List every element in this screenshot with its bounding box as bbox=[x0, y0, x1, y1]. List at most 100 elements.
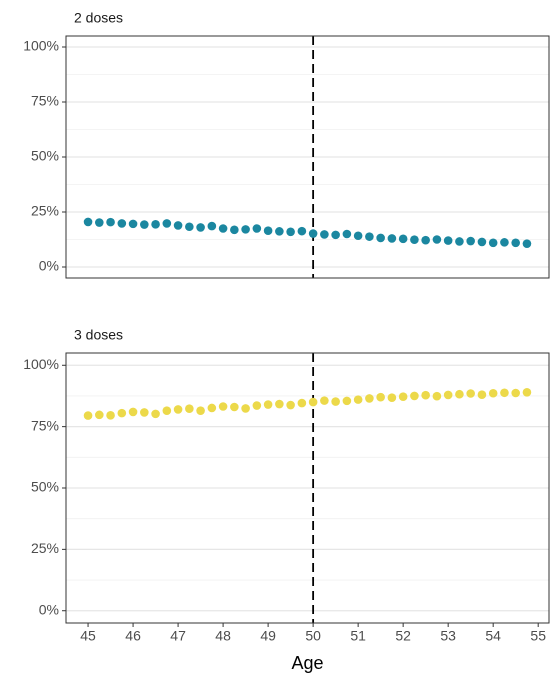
point bbox=[95, 218, 104, 227]
point bbox=[511, 388, 520, 398]
point bbox=[162, 219, 172, 228]
point bbox=[173, 405, 183, 414]
point bbox=[421, 390, 430, 400]
point bbox=[410, 235, 419, 245]
point bbox=[207, 403, 217, 413]
point bbox=[263, 400, 273, 409]
point bbox=[522, 387, 532, 397]
point bbox=[196, 406, 205, 415]
point bbox=[275, 399, 284, 409]
point bbox=[410, 391, 419, 401]
point bbox=[365, 232, 374, 241]
point bbox=[128, 219, 138, 229]
point bbox=[432, 391, 442, 401]
point bbox=[151, 220, 160, 229]
y-tick-label: 0% bbox=[39, 258, 59, 274]
x-tick-label: 46 bbox=[125, 628, 141, 644]
point bbox=[432, 235, 442, 244]
point bbox=[308, 229, 318, 238]
point bbox=[466, 389, 475, 398]
point bbox=[117, 408, 127, 418]
point bbox=[455, 389, 464, 399]
point bbox=[207, 221, 217, 231]
point bbox=[185, 404, 194, 414]
point bbox=[286, 400, 295, 410]
panel-border bbox=[65, 35, 550, 279]
point bbox=[185, 222, 194, 232]
point bbox=[218, 402, 228, 411]
point bbox=[320, 396, 329, 405]
point bbox=[196, 223, 205, 232]
point bbox=[500, 388, 509, 398]
point bbox=[230, 225, 239, 235]
point bbox=[353, 395, 363, 404]
point bbox=[376, 392, 385, 402]
point bbox=[376, 233, 385, 243]
point bbox=[398, 392, 408, 401]
point bbox=[252, 401, 262, 410]
point bbox=[421, 235, 430, 245]
point bbox=[263, 226, 273, 235]
point bbox=[83, 217, 93, 227]
point bbox=[398, 234, 408, 244]
point bbox=[365, 394, 374, 403]
point bbox=[252, 224, 262, 233]
y-tick-label: 100% bbox=[23, 38, 59, 54]
point bbox=[297, 226, 307, 236]
point bbox=[83, 411, 93, 420]
point bbox=[241, 225, 250, 234]
y-tick-label: 100% bbox=[23, 356, 59, 372]
point bbox=[320, 230, 329, 239]
point bbox=[241, 404, 250, 413]
panel-border bbox=[65, 352, 550, 624]
point bbox=[162, 406, 172, 415]
point bbox=[511, 238, 520, 248]
point bbox=[387, 393, 397, 402]
point bbox=[477, 237, 487, 247]
x-tick-label: 50 bbox=[305, 628, 321, 644]
y-tick-label: 50% bbox=[31, 479, 59, 495]
point bbox=[218, 224, 228, 233]
point bbox=[230, 402, 239, 412]
x-tick-label: 49 bbox=[260, 628, 276, 644]
strip-title: 2 doses bbox=[74, 10, 123, 26]
point bbox=[342, 229, 352, 239]
point bbox=[500, 238, 509, 247]
point bbox=[488, 238, 498, 248]
point bbox=[151, 409, 160, 419]
point bbox=[488, 388, 498, 398]
point bbox=[106, 217, 115, 227]
point bbox=[140, 408, 149, 417]
point bbox=[353, 231, 363, 241]
x-tick-label: 55 bbox=[530, 628, 546, 644]
x-tick-label: 45 bbox=[80, 628, 96, 644]
y-tick-label: 75% bbox=[31, 417, 59, 433]
x-tick-label: 47 bbox=[170, 628, 186, 644]
point bbox=[275, 227, 284, 236]
point bbox=[117, 219, 127, 228]
x-tick-label: 51 bbox=[350, 628, 366, 644]
point bbox=[342, 396, 352, 406]
x-tick-label: 54 bbox=[485, 628, 501, 644]
point bbox=[522, 239, 532, 248]
y-tick-label: 25% bbox=[31, 540, 59, 556]
y-tick-label: 75% bbox=[31, 93, 59, 109]
point bbox=[286, 227, 295, 237]
point bbox=[128, 407, 138, 417]
point bbox=[443, 236, 453, 245]
x-axis-label: Age bbox=[291, 653, 323, 673]
x-tick-label: 53 bbox=[440, 628, 456, 644]
point bbox=[331, 230, 340, 240]
point bbox=[95, 410, 104, 420]
point bbox=[443, 390, 453, 400]
point bbox=[308, 397, 318, 407]
x-tick-label: 48 bbox=[215, 628, 231, 644]
point bbox=[106, 411, 115, 420]
point bbox=[477, 390, 487, 400]
point bbox=[455, 237, 464, 246]
y-tick-label: 25% bbox=[31, 203, 59, 219]
point bbox=[140, 220, 149, 229]
point bbox=[387, 234, 397, 243]
point bbox=[466, 236, 475, 246]
